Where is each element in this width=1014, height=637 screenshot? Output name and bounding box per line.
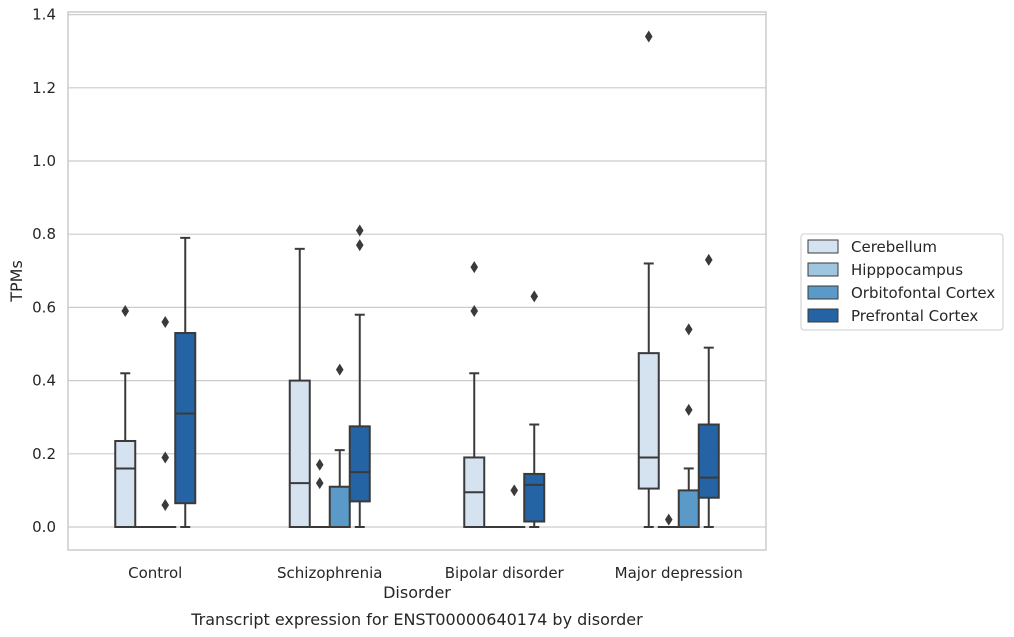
legend-label: Cerebellum <box>851 238 937 256</box>
box-cerebellum <box>288 247 311 528</box>
outlier-point <box>355 239 364 252</box>
box-cerebellum <box>637 30 660 528</box>
outlier-point <box>315 458 324 471</box>
outlier-point <box>704 253 713 266</box>
y-tick-label: 1.4 <box>32 6 56 24</box>
y-tick-label: 0.2 <box>32 445 56 463</box>
legend-frame <box>800 233 1004 331</box>
outlier-point <box>470 261 479 274</box>
box-layer <box>114 30 720 529</box>
outlier-point <box>470 305 479 318</box>
outlier-point <box>355 224 364 237</box>
box-iqr <box>288 379 311 528</box>
box-iqr <box>677 489 700 528</box>
box-orbitofontal-cortex <box>677 323 700 528</box>
grid-lines <box>68 14 766 528</box>
box-hipppocampus <box>657 513 680 529</box>
box-orbitofontal-cortex <box>154 316 177 529</box>
legend-label: Orbitofontal Cortex <box>851 284 995 302</box>
x-tick-label: Major depression <box>615 564 743 582</box>
x-axis-label: Disorder <box>383 583 451 602</box>
legend-swatch <box>807 239 839 254</box>
box-orbitofontal-cortex <box>503 484 526 529</box>
outlier-point <box>161 451 170 464</box>
box-prefrontal-cortex <box>523 290 546 528</box>
legend-label: Prefrontal Cortex <box>851 307 978 325</box>
box-iqr <box>637 352 660 490</box>
x-axis-ticks: Control Schizophrenia Bipolar disorder Majo… <box>128 564 743 582</box>
outlier-point <box>121 305 130 318</box>
x-tick-label: Bipolar disorder <box>445 564 565 582</box>
outlier-point <box>664 513 673 526</box>
box-prefrontal-cortex <box>348 224 371 528</box>
box-iqr <box>328 485 351 528</box>
y-tick-label: 0.8 <box>32 225 56 243</box>
box-orbitofontal-cortex <box>328 363 351 528</box>
x-tick-label: Control <box>128 564 182 582</box>
outlier-point <box>530 290 539 303</box>
y-tick-label: 0.4 <box>32 372 56 390</box>
legend-swatch <box>807 262 839 277</box>
outlier-point <box>161 316 170 329</box>
legend: Cerebellum Hipppocampus Orbitofontal Corte… <box>800 233 1004 331</box>
y-axis-ticks: 0.0 0.2 0.4 0.6 0.8 1.0 1.2 1.4 <box>32 6 56 536</box>
box-cerebellum <box>463 261 486 528</box>
outlier-point <box>644 30 653 43</box>
box-prefrontal-cortex <box>697 253 720 528</box>
box-iqr <box>174 332 197 505</box>
outlier-point <box>684 323 693 336</box>
outlier-point <box>684 403 693 416</box>
y-tick-label: 1.0 <box>32 152 56 170</box>
y-tick-label: 0.6 <box>32 298 56 316</box>
outlier-point <box>161 499 170 512</box>
plot-area <box>67 11 767 551</box>
y-tick-label: 1.2 <box>32 79 56 97</box>
legend-label: Hipppocampus <box>851 261 963 279</box>
box-prefrontal-cortex <box>174 236 197 528</box>
box-iqr <box>348 425 371 503</box>
outlier-point <box>335 363 344 376</box>
x-tick-label: Schizophrenia <box>277 564 382 582</box>
box-cerebellum <box>114 305 137 528</box>
box-iqr <box>114 439 137 528</box>
y-axis-label: TPMs <box>7 260 26 303</box>
legend-swatch <box>807 285 839 300</box>
outlier-point <box>315 477 324 490</box>
chart-caption: Transcript expression for ENST0000064017… <box>190 610 643 629</box>
outlier-point <box>510 484 519 497</box>
legend-swatch <box>807 308 839 323</box>
box-iqr <box>523 472 546 523</box>
box-iqr <box>697 423 720 499</box>
box-hipppocampus <box>308 458 331 529</box>
y-tick-label: 0.0 <box>32 518 56 536</box>
